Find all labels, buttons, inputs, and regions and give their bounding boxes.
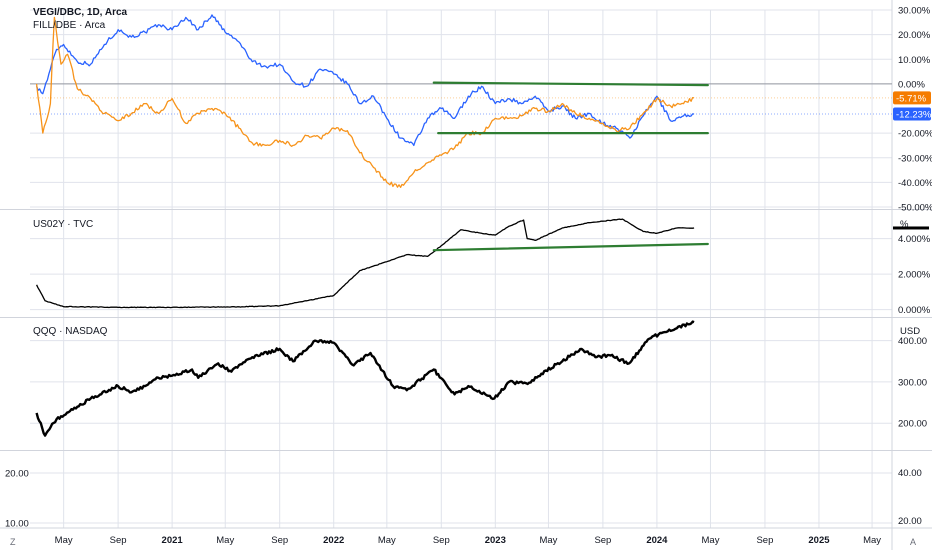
price-axis-label: 30.00% <box>898 6 931 17</box>
price-axis-label: 20.00% <box>898 30 931 41</box>
trend-line[interactable] <box>432 242 709 252</box>
time-axis-label: May <box>378 535 396 546</box>
pane3-axis-header: USD <box>900 326 920 337</box>
price-axis-label: 200.00 <box>898 419 927 430</box>
last-value-tag <box>893 107 931 121</box>
price-axis-label: -20.00% <box>898 129 932 140</box>
price-axis-label: 2.000% <box>898 270 931 281</box>
price-axis-label: 300.00 <box>898 377 927 388</box>
last-value-tags: -12.23% -5.71% <box>893 91 932 230</box>
last-value-marker <box>893 226 929 230</box>
time-axis-label: Sep <box>271 535 288 546</box>
price-axis-label: 400.00 <box>898 336 927 347</box>
last-value-tag-text: -12.23% <box>896 109 932 120</box>
series-line <box>35 16 695 188</box>
series-line <box>35 320 695 437</box>
last-value-tag-text: -5.71% <box>896 93 927 104</box>
price-axis-label: 40.00 <box>898 468 922 479</box>
time-axis-label: 2022 <box>323 535 344 546</box>
price-axis-label: 10.00% <box>898 55 931 66</box>
time-axis-label: 2024 <box>646 535 668 546</box>
price-axis-label: -30.00% <box>898 153 932 164</box>
time-axis-label: 2025 <box>808 535 830 546</box>
price-axis-label: 20.00 <box>898 516 922 527</box>
series-line <box>35 14 695 147</box>
time-axis-label: Sep <box>110 535 127 546</box>
price-axis-label: 4.000% <box>898 234 931 245</box>
trend-lines <box>432 81 709 252</box>
price-axis-label: 0.000% <box>898 305 931 316</box>
time-axis-label: Sep <box>756 535 773 546</box>
last-value-tag <box>893 91 931 105</box>
time-axis-label: Sep <box>594 535 611 546</box>
time-axis-label: 2023 <box>485 535 506 546</box>
price-axis[interactable]: 30.00% 20.00% 10.00% 0.00% -20.00% -30.00% -40… <box>5 6 932 530</box>
time-axis-label: May <box>539 535 557 546</box>
pane2-title: US02Y · TVC <box>33 219 93 230</box>
time-axis-label: May <box>702 535 720 546</box>
time-axis-label: Sep <box>433 535 450 546</box>
series-line <box>36 218 695 309</box>
corner-left-label[interactable]: Z <box>10 537 16 547</box>
left-axis-label: 10.00 <box>5 519 29 530</box>
price-axis-label: -40.00% <box>898 178 932 189</box>
pane1-subtitle: FILL/DBE · Arca <box>33 20 106 31</box>
series-layer <box>35 14 695 437</box>
pane3-title: QQQ · NASDAQ <box>33 326 108 337</box>
corner-right-label[interactable]: A <box>910 537 916 547</box>
time-axis-label: May <box>216 535 234 546</box>
pane2-axis-header: % <box>900 219 909 230</box>
left-axis-label: 20.00 <box>5 469 29 480</box>
time-axis-label: May <box>55 535 73 546</box>
time-axis-label: 2021 <box>162 535 184 546</box>
price-axis-label: 0.00% <box>898 79 925 90</box>
price-axis-label: -50.00% <box>898 203 932 214</box>
time-axis[interactable]: May Sep 2021 May Sep 2022 May Sep 2023 May Sep 2024… <box>55 535 882 546</box>
reference-lines <box>30 83 892 115</box>
trend-line[interactable] <box>432 81 709 87</box>
time-axis-label: May <box>863 535 881 546</box>
pane1-title: VEGI/DBC, 1D, Arca <box>33 7 128 18</box>
